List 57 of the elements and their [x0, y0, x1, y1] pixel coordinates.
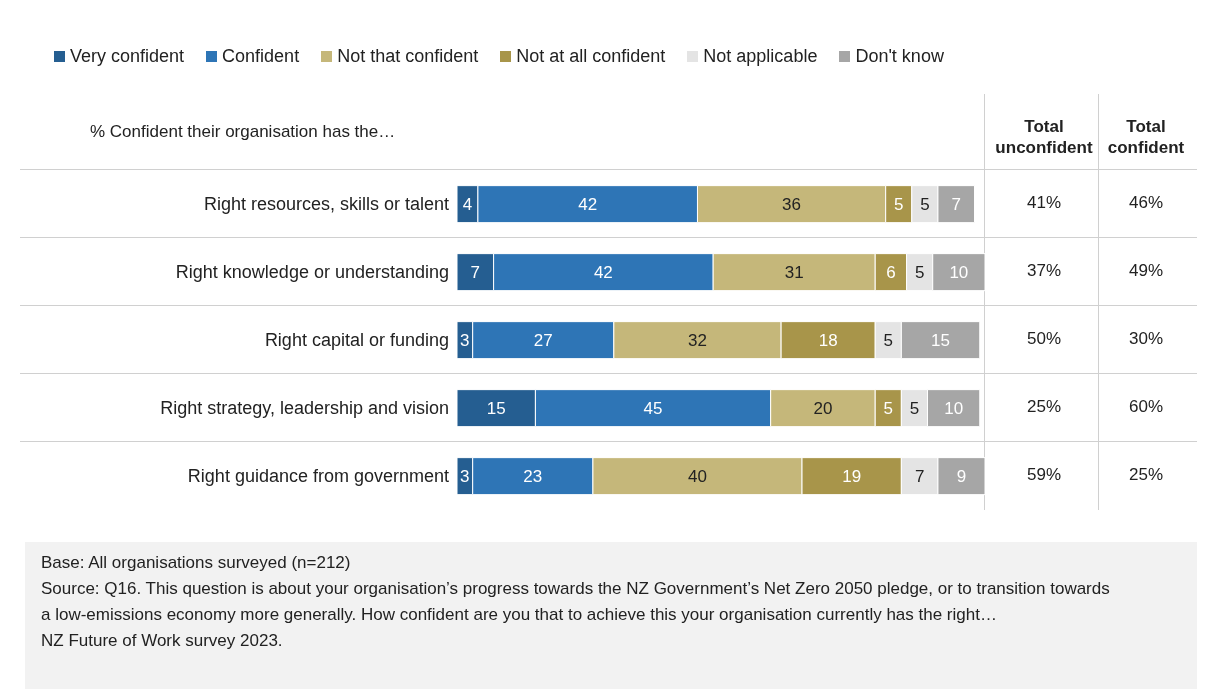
- data-label: 5: [914, 263, 925, 283]
- data-label: 5: [920, 195, 930, 215]
- data-label: 36: [782, 195, 802, 215]
- data-label: 10: [949, 263, 969, 283]
- data-label: 5: [894, 195, 904, 215]
- y-tick-label: Right resources, skills or talent: [203, 194, 449, 215]
- data-label: 31: [784, 263, 804, 283]
- text: 60%: [1128, 397, 1164, 417]
- y-tick-label: Right strategy, leadership and vision: [160, 398, 449, 419]
- text: NZ Future of Work survey 2023.: [41, 630, 284, 652]
- text: 50%: [1026, 329, 1062, 349]
- data-label: 42: [578, 195, 598, 215]
- data-label: 3: [460, 331, 470, 351]
- data-label: 23: [523, 467, 543, 487]
- data-label: 32: [688, 331, 707, 351]
- data-label: 27: [533, 331, 553, 351]
- data-label: 6: [886, 263, 896, 283]
- text: 25%: [1026, 397, 1062, 417]
- y-tick-label: Right capital or funding: [264, 330, 449, 351]
- data-label: 5: [883, 331, 894, 351]
- data-label: 15: [486, 399, 506, 419]
- legend-label: Don't know: [855, 46, 944, 67]
- text: 25%: [1128, 465, 1164, 485]
- text: 46%: [1128, 193, 1164, 213]
- text: 49%: [1128, 261, 1164, 281]
- data-label: 5: [909, 399, 920, 419]
- text: Base: All organisations surveyed (n=212): [41, 552, 352, 574]
- data-label: 42: [593, 263, 613, 283]
- legend-label: Not applicable: [703, 46, 818, 67]
- data-label: 18: [818, 331, 838, 351]
- data-label: 3: [460, 467, 470, 487]
- y-tick-label: Right guidance from government: [187, 466, 449, 487]
- legend-label: Confident: [222, 46, 300, 67]
- text: 41%: [1026, 193, 1062, 213]
- text: % Confident their organisation has the…: [90, 122, 396, 142]
- data-label: 10: [944, 399, 964, 419]
- text: 30%: [1128, 329, 1164, 349]
- data-label: 4: [462, 195, 473, 215]
- data-label: 5: [883, 399, 894, 419]
- data-label: 15: [931, 331, 951, 351]
- legend-label: Very confident: [70, 46, 185, 67]
- source-note: Source: Q16. This question is about your organisation’s progress towards the NZ Government’s Net Zero 2050 pledge, or to transition towards a low-emissions economy more generally. How confident are you that to achieve this your organisation currently has the right…: [41, 578, 1111, 626]
- legend-label: Not at all confident: [516, 46, 666, 67]
- text: Total confident: [1106, 116, 1186, 158]
- text: 37%: [1026, 261, 1062, 281]
- data-label: 7: [914, 467, 925, 487]
- data-label: 9: [956, 467, 967, 487]
- data-label: 7: [470, 263, 481, 283]
- data-label: 40: [688, 467, 707, 487]
- data-label: 7: [951, 195, 961, 215]
- data-label: 19: [842, 467, 862, 487]
- data-label: 20: [813, 399, 833, 419]
- legend-label: Not that confident: [337, 46, 479, 67]
- y-tick-label: Right knowledge or understanding: [175, 262, 449, 283]
- text: Total unconfident: [994, 116, 1094, 158]
- text: 59%: [1026, 465, 1062, 485]
- data-label: 45: [643, 399, 663, 419]
